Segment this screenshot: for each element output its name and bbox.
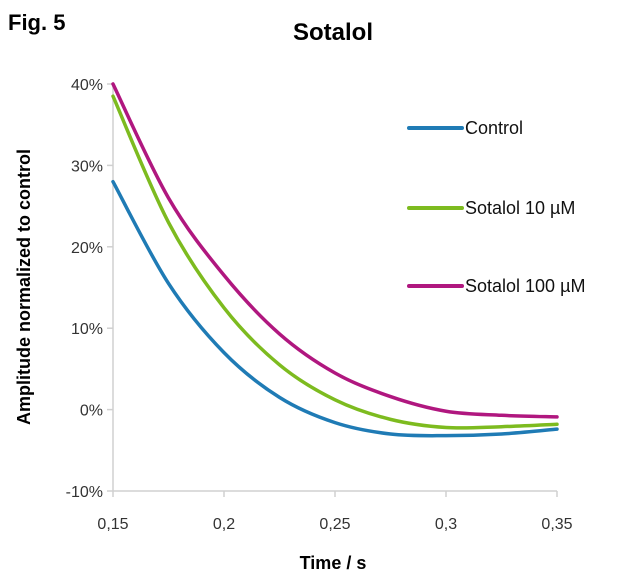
- legend-label-1: Control: [465, 118, 523, 138]
- y-tick-label: 0%: [80, 403, 103, 420]
- y-tick-label: 40%: [71, 77, 103, 94]
- x-tick-label: 0,25: [319, 516, 350, 533]
- x-tick-label: 0,35: [541, 516, 572, 533]
- y-axis-ticks: -10% 0% 10% 20% 30% 40%: [66, 77, 113, 501]
- legend-label-3: Sotalol 100 µM: [465, 276, 585, 296]
- y-tick-label: 20%: [71, 240, 103, 257]
- series-lines: [111, 82, 559, 438]
- series-line-3: [111, 82, 559, 419]
- y-tick-label: 10%: [71, 321, 103, 338]
- y-axis-title: Amplitude normalized to control: [14, 149, 34, 425]
- figure-label: Fig. 5: [8, 10, 65, 35]
- x-axis-title: Time / s: [300, 553, 367, 573]
- x-tick-label: 0,2: [213, 516, 235, 533]
- y-tick-label: -10%: [66, 484, 103, 501]
- x-tick-label: 0,3: [435, 516, 457, 533]
- series-line-2: [111, 94, 559, 430]
- chart-title: Sotalol: [293, 19, 373, 46]
- legend: Control Sotalol 10 µM Sotalol 100 µM: [407, 118, 585, 296]
- legend-label-2: Sotalol 10 µM: [465, 198, 575, 218]
- series-line-1: [111, 179, 559, 438]
- x-axis-ticks: 0,15 0,2 0,25 0,3 0,35: [97, 491, 573, 533]
- y-tick-label: 30%: [71, 158, 103, 175]
- x-tick-label: 0,15: [97, 516, 128, 533]
